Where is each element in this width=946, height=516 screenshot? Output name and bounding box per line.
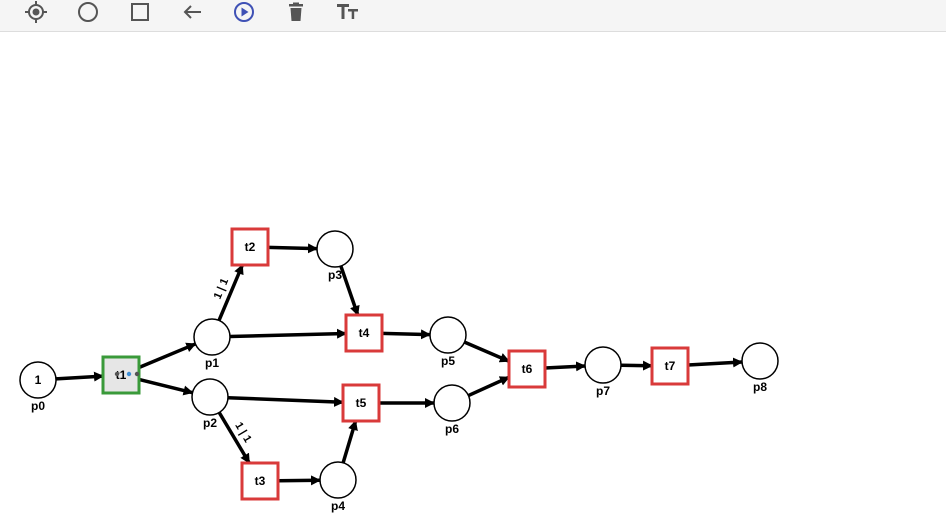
arc-p6-t6[interactable] (468, 377, 509, 395)
arc-tool-button[interactable] (177, 0, 207, 24)
arrow-left-icon (181, 1, 203, 23)
delete-tool-button[interactable] (281, 0, 311, 24)
place-circle[interactable] (585, 347, 621, 383)
place-p3[interactable]: p3 (317, 231, 353, 282)
place-circle[interactable] (430, 317, 466, 353)
transition-label: t2 (245, 240, 256, 254)
place-p8[interactable]: p8 (742, 343, 778, 394)
place-circle[interactable] (742, 343, 778, 379)
arc-t2-p3[interactable] (268, 247, 317, 248)
place-p5[interactable]: p5 (430, 317, 466, 368)
token-tool-button[interactable] (21, 0, 51, 24)
transition-t5[interactable]: t5 (343, 385, 379, 421)
arc-p2-t5[interactable] (228, 398, 343, 403)
arc-t4-p5[interactable] (382, 333, 430, 334)
trash-icon (285, 1, 307, 23)
toolbar (0, 0, 946, 32)
place-label: p2 (203, 416, 217, 430)
place-p1[interactable]: p1 (194, 319, 230, 370)
place-label: p0 (31, 399, 45, 413)
place-label: p4 (331, 499, 345, 513)
transition-t7[interactable]: t7 (652, 348, 688, 384)
transition-label: t4 (359, 326, 370, 340)
place-circle[interactable] (434, 385, 470, 421)
arc-p0-t1[interactable] (56, 376, 103, 379)
arc-handle-dot[interactable] (135, 372, 139, 376)
play-circle-icon (233, 1, 255, 23)
transition-t1[interactable]: t1 (103, 357, 139, 393)
place-tool-button[interactable] (73, 0, 103, 24)
place-label: p7 (596, 384, 610, 398)
crosshair-token-icon (25, 1, 47, 23)
transition-tool-button[interactable] (125, 0, 155, 24)
arc-t1-p2[interactable] (139, 379, 193, 392)
text-tool-button[interactable] (333, 0, 363, 24)
place-label: p6 (445, 422, 459, 436)
arc-t3-p4[interactable] (278, 480, 320, 481)
place-label: p8 (753, 380, 767, 394)
arc-p5-t6[interactable] (465, 342, 509, 361)
transition-label: t7 (665, 359, 676, 373)
arc-t7-p8[interactable] (688, 362, 742, 365)
arc-t6-p7[interactable] (545, 366, 585, 368)
place-label: p5 (441, 354, 455, 368)
place-circle[interactable] (194, 319, 230, 355)
place-label: p1 (205, 356, 219, 370)
transition-t4[interactable]: t4 (346, 315, 382, 351)
place-token-count: 1 (35, 373, 42, 387)
place-p7[interactable]: p7 (585, 347, 621, 398)
arc-t1-p1[interactable] (139, 344, 195, 368)
transition-t2[interactable]: t2 (232, 229, 268, 265)
place-circle[interactable] (317, 231, 353, 267)
place-label: p3 (328, 268, 342, 282)
transition-label: t6 (522, 362, 533, 376)
simulate-tool-button[interactable] (229, 0, 259, 24)
transition-t3[interactable]: t3 (242, 463, 278, 499)
transition-label: t5 (356, 396, 367, 410)
place-p2[interactable]: p2 (192, 379, 228, 430)
transition-t6[interactable]: t6 (509, 351, 545, 387)
place-p0[interactable]: 1 p0 (20, 362, 56, 413)
circle-icon (77, 1, 99, 23)
place-circle[interactable] (192, 379, 228, 415)
arc-handle-dot[interactable] (127, 372, 131, 376)
arc-p3-t4[interactable] (341, 266, 358, 315)
arc-p1-t4[interactable] (230, 333, 346, 336)
place-p4[interactable]: p4 (320, 462, 356, 513)
square-icon (129, 1, 151, 23)
place-circle[interactable] (320, 462, 356, 498)
transition-label: t3 (255, 474, 266, 488)
arc-p4-t5[interactable] (343, 421, 355, 463)
text-size-icon (336, 1, 360, 23)
arc-handle-dot[interactable] (115, 372, 119, 376)
place-p6[interactable]: p6 (434, 385, 470, 436)
